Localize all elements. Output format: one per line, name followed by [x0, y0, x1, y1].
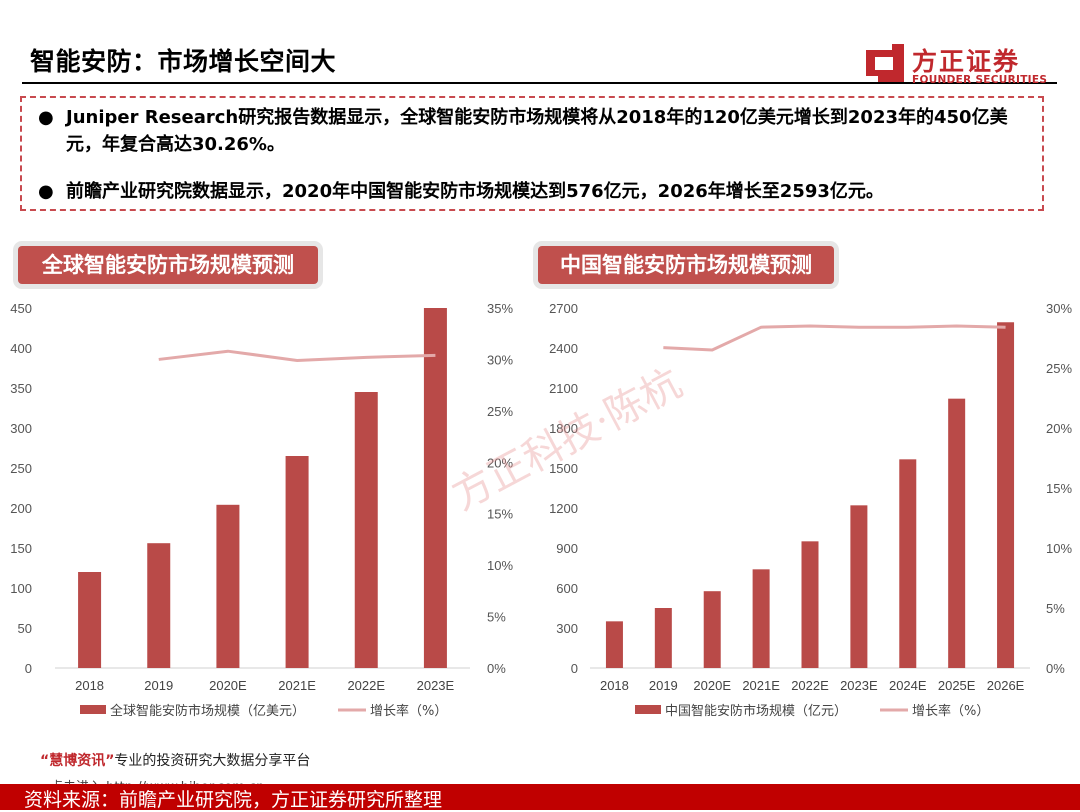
y-tick-label: 200 — [10, 501, 32, 516]
footer-brand: “慧博资讯” — [40, 753, 115, 769]
footer-slogan: 专业的投资研究大数据分享平台 — [114, 753, 311, 769]
bar — [997, 322, 1015, 668]
bar — [752, 569, 770, 668]
summary-point-text: Juniper Research研究报告数据显示，全球智能安防市场规模将从201… — [66, 107, 1008, 155]
x-tick-label: 2020E — [209, 678, 247, 693]
bar — [850, 505, 868, 668]
y-tick-label: 250 — [10, 461, 32, 476]
y2-tick-label: 25% — [487, 404, 513, 419]
x-tick-label: 2021E — [278, 678, 316, 693]
bullet-icon: ● — [38, 181, 54, 202]
y-tick-label: 0 — [25, 661, 32, 676]
x-tick-label: 2019 — [144, 678, 173, 693]
y-tick-label: 1200 — [549, 501, 578, 516]
bullet-icon: ● — [38, 107, 54, 128]
bar — [147, 543, 171, 668]
y2-tick-label: 5% — [1046, 601, 1065, 616]
y2-tick-label: 5% — [487, 610, 506, 625]
x-tick-label: 2023E — [417, 678, 455, 693]
title-divider — [22, 82, 1057, 84]
y-tick-label: 150 — [10, 541, 32, 556]
summary-point: ● 前瞻产业研究院数据显示，2020年中国智能安防市场规模达到576亿元，202… — [38, 178, 1033, 206]
x-tick-label: 2023E — [840, 678, 878, 693]
legend-bar-label: 全球智能安防市场规模（亿美元） — [110, 703, 305, 719]
company-logo: 方正证券 FOUNDER SECURITIES — [866, 42, 1048, 88]
y2-tick-label: 20% — [1046, 421, 1072, 436]
y-tick-label: 50 — [18, 621, 32, 636]
source-bar — [0, 784, 1080, 810]
y2-tick-label: 0% — [1046, 661, 1065, 676]
x-tick-label: 2024E — [889, 678, 927, 693]
x-tick-label: 2022E — [347, 678, 385, 693]
x-tick-label: 2018 — [75, 678, 104, 693]
bar — [801, 541, 819, 668]
y2-tick-label: 10% — [1046, 541, 1072, 556]
summary-point: ● Juniper Research研究报告数据显示，全球智能安防市场规模将从2… — [38, 104, 1033, 160]
y-tick-label: 300 — [10, 421, 32, 436]
growth-line — [158, 349, 436, 362]
x-tick-label: 2018 — [600, 678, 629, 693]
x-tick-label: 2020E — [693, 678, 731, 693]
y2-tick-label: 20% — [487, 455, 513, 470]
legend-line-label: 增长率（%） — [912, 703, 989, 719]
y2-tick-label: 15% — [1046, 481, 1072, 496]
logo-chinese-name: 方正证券 — [912, 47, 1021, 76]
y-tick-label: 100 — [10, 581, 32, 596]
y-tick-label: 450 — [10, 301, 32, 316]
y-tick-label: 2700 — [549, 301, 578, 316]
legend-line-label: 增长率（%） — [370, 703, 447, 719]
legend-bar-swatch — [80, 705, 106, 714]
bar — [948, 398, 966, 668]
x-tick-label: 2025E — [938, 678, 976, 693]
growth-line — [663, 324, 1006, 352]
bar — [354, 392, 378, 668]
global-chart-header: 全球智能安防市场规模预测 — [18, 246, 318, 284]
summary-point-text: 前瞻产业研究院数据显示，2020年中国智能安防市场规模达到576亿元，2026年… — [66, 181, 884, 202]
y2-tick-label: 15% — [487, 507, 513, 522]
y-tick-label: 2400 — [549, 341, 578, 356]
page-title: 智能安防：市场增长空间大 — [30, 47, 337, 76]
x-tick-label: 2021E — [742, 678, 780, 693]
y2-tick-label: 25% — [1046, 361, 1072, 376]
y-tick-label: 1800 — [549, 421, 578, 436]
y2-tick-label: 30% — [1046, 301, 1072, 316]
y-tick-label: 600 — [556, 581, 578, 596]
logo-english-name: FOUNDER SECURITIES — [912, 74, 1048, 86]
founder-logo-icon — [866, 44, 904, 82]
x-tick-label: 2019 — [649, 678, 678, 693]
bar — [285, 456, 309, 668]
y2-tick-label: 30% — [487, 352, 513, 367]
bar — [605, 621, 623, 668]
y-tick-label: 900 — [556, 541, 578, 556]
bar — [423, 308, 447, 668]
bar — [703, 591, 721, 668]
bar — [216, 504, 240, 668]
bar — [899, 459, 917, 668]
y2-tick-label: 10% — [487, 558, 513, 573]
china-chart-header: 中国智能安防市场规模预测 — [538, 246, 834, 284]
legend-bar-label: 中国智能安防市场规模（亿元） — [665, 703, 847, 719]
y-tick-label: 1500 — [549, 461, 578, 476]
y-tick-label: 0 — [571, 661, 578, 676]
summary-box: ● Juniper Research研究报告数据显示，全球智能安防市场规模将从2… — [20, 96, 1044, 211]
y2-tick-label: 0% — [487, 661, 506, 676]
footer-platform: “慧博资讯”专业的投资研究大数据分享平台 — [40, 750, 310, 770]
y2-tick-label: 35% — [487, 301, 513, 316]
x-tick-label: 2026E — [987, 678, 1025, 693]
bar — [78, 572, 102, 668]
y-tick-label: 300 — [556, 621, 578, 636]
y-tick-label: 400 — [10, 341, 32, 356]
bar — [654, 608, 672, 668]
y-tick-label: 2100 — [549, 381, 578, 396]
y-tick-label: 350 — [10, 381, 32, 396]
legend-bar-swatch — [635, 705, 661, 714]
source-note: 资料来源：前瞻产业研究院，方正证券研究所整理 — [24, 789, 443, 811]
x-tick-label: 2022E — [791, 678, 829, 693]
